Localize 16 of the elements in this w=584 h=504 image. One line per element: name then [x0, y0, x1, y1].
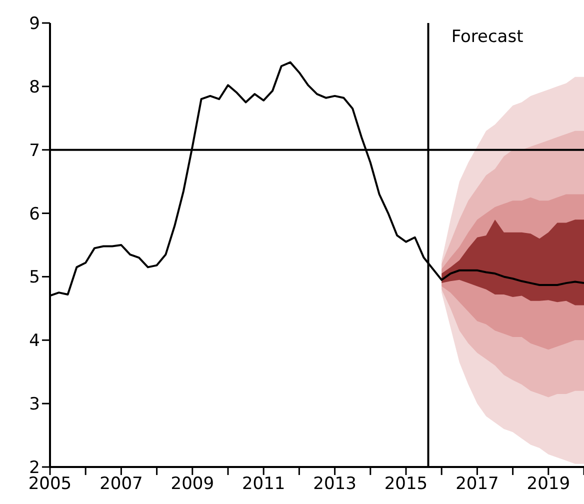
y-tick-label: 8	[29, 77, 40, 98]
x-tick-label: 2007	[100, 474, 143, 494]
y-tick-label: 9	[29, 14, 40, 34]
x-tick-label: 2019	[526, 474, 570, 494]
x-tick-label: 2005	[28, 474, 72, 494]
y-tick-label: 5	[29, 268, 40, 288]
y-tick-label: 3	[29, 394, 40, 415]
y-tick-label: 6	[29, 204, 40, 224]
x-tick-label: 2015	[384, 474, 428, 494]
x-tick-label: 2009	[170, 474, 214, 494]
x-tick-label: 2011	[242, 474, 286, 494]
x-tick-label: 2013	[313, 474, 356, 494]
y-tick-label: 7	[29, 140, 40, 161]
y-tick-label: 4	[29, 331, 40, 352]
ref-line-label: Forecast	[451, 27, 524, 48]
x-tick-label: 2017	[456, 474, 499, 494]
